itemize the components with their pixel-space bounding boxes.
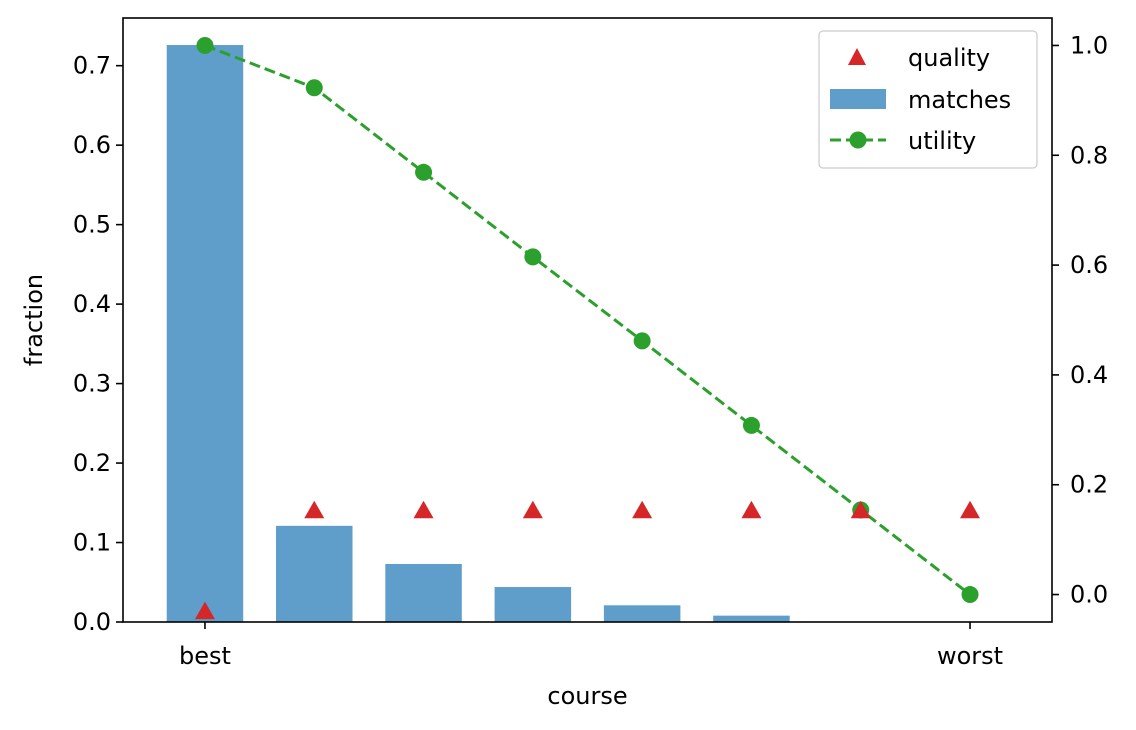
quality-marker xyxy=(522,500,543,519)
matches-bar xyxy=(603,605,681,622)
legend-utility-marker xyxy=(849,131,867,149)
legend-matches-label: matches xyxy=(908,86,1011,114)
legend-utility-label: utility xyxy=(908,127,976,155)
matches-bar xyxy=(713,615,790,622)
y-tick-label: 0.1 xyxy=(73,529,111,557)
y-tick-label: 0.0 xyxy=(73,608,111,636)
utility-point xyxy=(633,332,651,350)
matches-bar xyxy=(276,525,353,622)
y2-tick-label: 0.0 xyxy=(1070,581,1108,609)
legend: quality matches utility xyxy=(818,30,1038,169)
matches-bar xyxy=(494,587,572,622)
utility-line xyxy=(204,44,971,596)
y-tick-label: 0.5 xyxy=(73,211,111,239)
bars-layer xyxy=(166,45,790,622)
matches-bar xyxy=(166,45,244,622)
y2-tick-label: 0.6 xyxy=(1070,251,1108,279)
utility-point xyxy=(524,248,542,266)
legend-quality-marker xyxy=(848,48,866,65)
quality-marker xyxy=(194,601,215,620)
ticks-layer: 0.0 0.1 0.2 0.3 0.4 0.5 0.6 0.7 0.0 0.2 0.4 0.6 0.8 1… xyxy=(73,31,1108,670)
utility-line-layer xyxy=(196,36,979,604)
x-axis-label: course xyxy=(547,682,627,710)
plot-frame xyxy=(122,17,1053,623)
y2-tick-label: 0.4 xyxy=(1070,361,1108,389)
y2-tick-label: 0.2 xyxy=(1070,471,1108,499)
y-axis-label: fraction xyxy=(20,274,48,366)
quality-marker xyxy=(960,500,981,519)
utility-point xyxy=(961,586,979,604)
y-tick-label: 0.7 xyxy=(73,52,111,80)
quality-marker xyxy=(741,500,762,519)
utility-point xyxy=(196,36,214,54)
utility-point xyxy=(415,163,433,181)
utility-point xyxy=(742,416,760,434)
matches-bar xyxy=(385,563,462,622)
x-tick-label: worst xyxy=(937,642,1003,670)
quality-marker xyxy=(632,500,653,519)
legend-box xyxy=(818,30,1038,169)
x-tick-label: best xyxy=(179,642,231,670)
y-tick-label: 0.2 xyxy=(73,449,111,477)
y2-tick-label: 1.0 xyxy=(1070,31,1108,59)
utility-point xyxy=(305,79,323,97)
y-tick-label: 0.4 xyxy=(73,290,111,318)
markers-layer xyxy=(194,500,981,620)
legend-matches-swatch xyxy=(830,89,886,109)
y-tick-label: 0.3 xyxy=(73,370,111,398)
quality-marker xyxy=(850,500,871,519)
y-tick-label: 0.6 xyxy=(73,131,111,159)
legend-quality-label: quality xyxy=(908,44,990,72)
quality-marker xyxy=(413,500,434,519)
y2-tick-label: 0.8 xyxy=(1070,141,1108,169)
quality-marker xyxy=(304,500,325,519)
